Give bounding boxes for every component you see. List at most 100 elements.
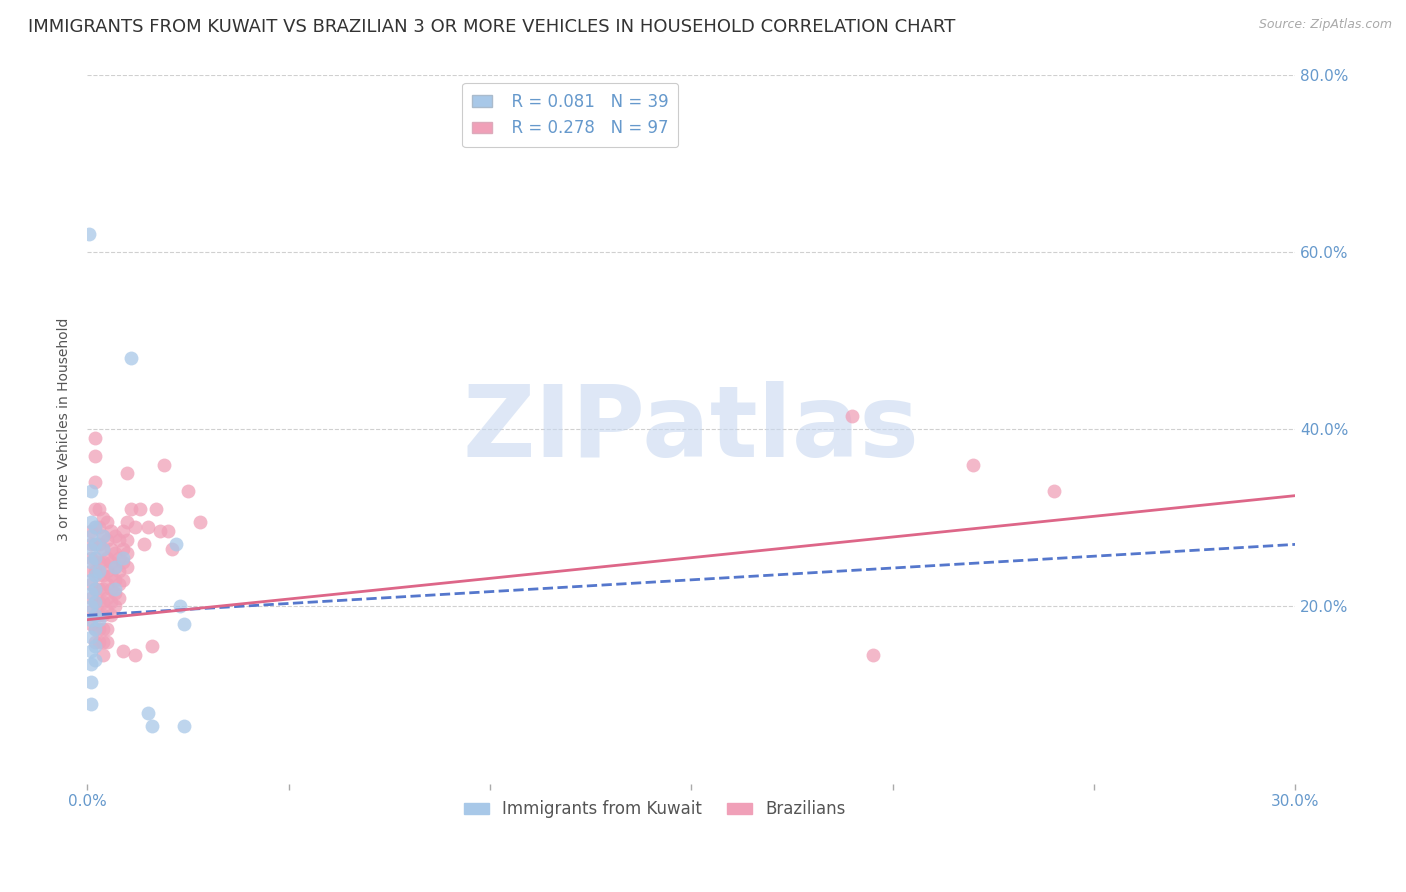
- Point: [84, 640, 107, 654]
- Point: [91, 635, 114, 649]
- Point: [80, 550, 103, 565]
- Point: [84, 622, 107, 636]
- Point: [84, 537, 107, 551]
- Point: [91, 541, 114, 556]
- Text: ZIPatlas: ZIPatlas: [463, 381, 920, 477]
- Point: [100, 595, 122, 609]
- Point: [136, 519, 159, 533]
- Point: [96, 550, 118, 565]
- Point: [80, 577, 103, 591]
- Point: [80, 586, 103, 600]
- Point: [160, 541, 183, 556]
- Point: [141, 719, 163, 733]
- Point: [96, 591, 118, 605]
- Point: [80, 599, 103, 614]
- Point: [89, 564, 111, 578]
- Text: Source: ZipAtlas.com: Source: ZipAtlas.com: [1258, 18, 1392, 31]
- Point: [91, 622, 114, 636]
- Point: [108, 533, 131, 547]
- Point: [96, 515, 118, 529]
- Point: [89, 519, 111, 533]
- Point: [149, 524, 172, 538]
- Point: [80, 697, 103, 711]
- Point: [104, 528, 127, 542]
- Point: [84, 550, 107, 565]
- Point: [117, 546, 139, 560]
- Point: [91, 528, 114, 542]
- Point: [80, 515, 103, 529]
- Point: [152, 458, 174, 472]
- Point: [962, 458, 984, 472]
- Point: [100, 582, 122, 596]
- Point: [120, 502, 142, 516]
- Point: [100, 555, 122, 569]
- Point: [80, 528, 103, 542]
- Point: [117, 467, 139, 481]
- Point: [173, 617, 195, 632]
- Point: [112, 573, 135, 587]
- Point: [84, 449, 107, 463]
- Point: [112, 555, 135, 569]
- Point: [80, 555, 103, 569]
- Point: [117, 533, 139, 547]
- Point: [84, 519, 107, 533]
- Point: [841, 409, 863, 423]
- Point: [104, 586, 127, 600]
- Point: [77, 227, 100, 241]
- Point: [108, 577, 131, 591]
- Point: [104, 546, 127, 560]
- Point: [84, 582, 107, 596]
- Point: [91, 595, 114, 609]
- Point: [862, 648, 884, 663]
- Point: [91, 582, 114, 596]
- Point: [156, 524, 179, 538]
- Point: [100, 608, 122, 623]
- Point: [84, 519, 107, 533]
- Point: [84, 595, 107, 609]
- Y-axis label: 3 or more Vehicles in Household: 3 or more Vehicles in Household: [58, 318, 72, 541]
- Point: [108, 591, 131, 605]
- Point: [80, 657, 103, 671]
- Point: [108, 564, 131, 578]
- Point: [84, 652, 107, 666]
- Point: [80, 573, 103, 587]
- Point: [169, 599, 191, 614]
- Point: [177, 484, 200, 499]
- Point: [80, 537, 103, 551]
- Point: [104, 559, 127, 574]
- Point: [117, 559, 139, 574]
- Point: [188, 515, 211, 529]
- Point: [84, 431, 107, 445]
- Point: [80, 631, 103, 645]
- Point: [117, 515, 139, 529]
- Point: [141, 640, 163, 654]
- Point: [84, 537, 107, 551]
- Point: [173, 719, 195, 733]
- Point: [108, 550, 131, 565]
- Point: [104, 582, 127, 596]
- Point: [104, 599, 127, 614]
- Point: [100, 568, 122, 582]
- Point: [100, 524, 122, 538]
- Point: [89, 622, 111, 636]
- Point: [96, 533, 118, 547]
- Point: [84, 550, 107, 565]
- Text: IMMIGRANTS FROM KUWAIT VS BRAZILIAN 3 OR MORE VEHICLES IN HOUSEHOLD CORRELATION : IMMIGRANTS FROM KUWAIT VS BRAZILIAN 3 OR…: [28, 18, 956, 36]
- Point: [80, 484, 103, 499]
- Point: [112, 541, 135, 556]
- Point: [80, 541, 103, 556]
- Point: [124, 648, 146, 663]
- Point: [89, 595, 111, 609]
- Point: [84, 564, 107, 578]
- Point: [80, 591, 103, 605]
- Point: [84, 568, 107, 582]
- Point: [84, 635, 107, 649]
- Point: [84, 595, 107, 609]
- Point: [80, 644, 103, 658]
- Point: [84, 582, 107, 596]
- Point: [1043, 484, 1066, 499]
- Point: [96, 577, 118, 591]
- Point: [84, 608, 107, 623]
- Point: [96, 564, 118, 578]
- Point: [80, 674, 103, 689]
